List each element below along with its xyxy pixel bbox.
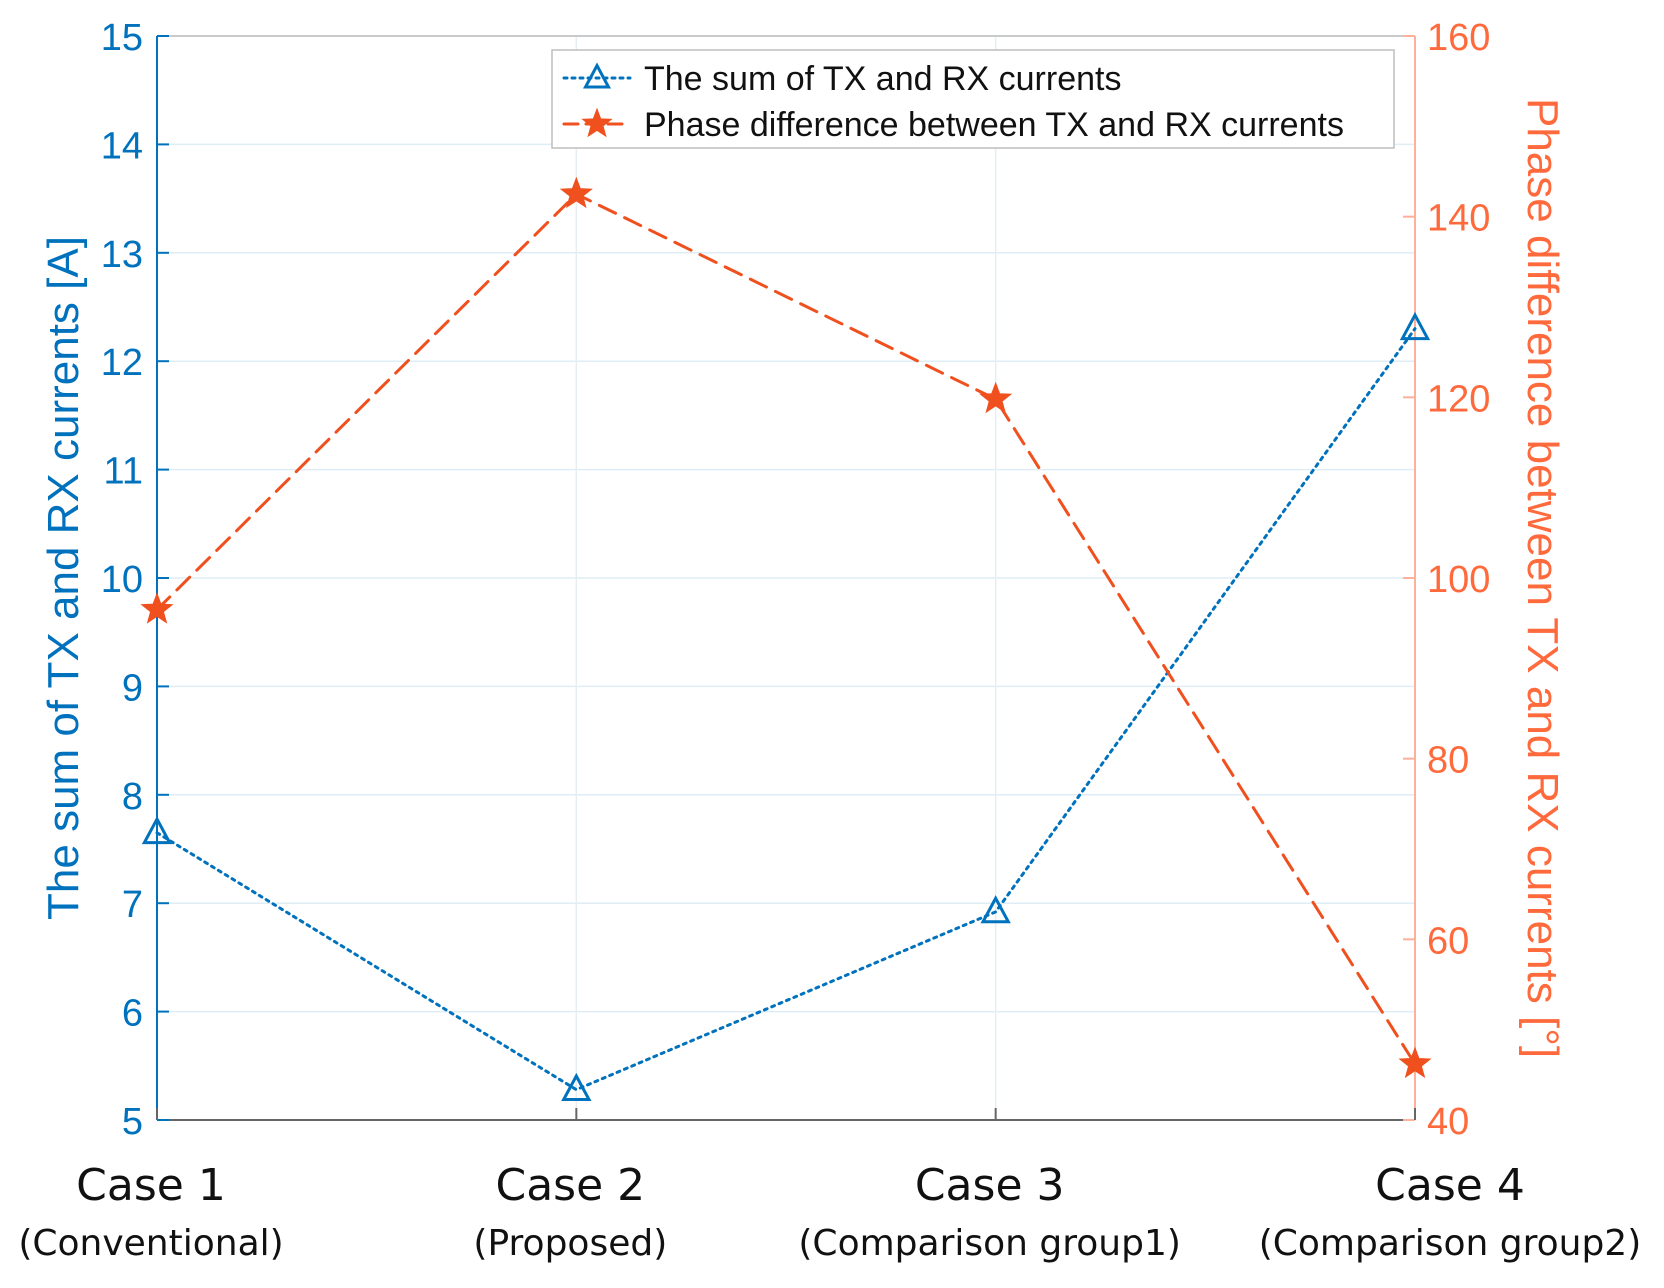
left-tick-label: 9	[122, 667, 143, 709]
x-category-label: Case 1	[76, 1160, 226, 1211]
x-category-label: Case 4	[1375, 1160, 1525, 1211]
phase-difference-line	[155, 192, 1417, 1066]
x-category-sublabel: (Proposed)	[473, 1223, 667, 1264]
left-tick-label: 14	[101, 125, 143, 167]
grid	[156, 35, 1416, 1121]
right-tick-label: 140	[1427, 198, 1490, 240]
left-tick-label: 5	[122, 1101, 143, 1143]
series-phase-difference	[140, 176, 1432, 1079]
right-axis-title: Phase difference between TX and RX curre…	[1518, 98, 1567, 1058]
left-tick-label: 15	[101, 17, 143, 59]
right-tick-label: 100	[1427, 559, 1490, 601]
left-tick-label: 6	[122, 993, 143, 1035]
triangle-marker	[561, 1072, 592, 1102]
x-category-label: Case 2	[495, 1160, 645, 1211]
series	[140, 176, 1432, 1102]
left-tick-label: 13	[101, 234, 143, 276]
right-tick-label: 120	[1427, 378, 1490, 420]
right-tick-label: 60	[1427, 920, 1469, 962]
series-sum-currents	[141, 311, 1431, 1102]
left-tick-label: 8	[122, 776, 143, 818]
legend: The sum of TX and RX currents Phase diffe…	[551, 49, 1395, 149]
legend-box	[551, 49, 1395, 149]
labels: 5 6 7 8 9 10 11 12 13 14 15 40 60 80 100 120 140 160 Case …	[18, 17, 1641, 1264]
triangle-marker	[582, 62, 612, 89]
x-category-sublabel: (Comparison group2)	[1259, 1223, 1642, 1264]
legend-entry-label: The sum of TX and RX currents	[644, 60, 1121, 98]
right-tick-label: 80	[1427, 740, 1469, 782]
legend-entry-label: Phase difference between TX and RX curre…	[644, 106, 1344, 144]
x-category-label: Case 3	[915, 1160, 1065, 1211]
left-tick-label: 12	[101, 342, 143, 384]
x-category-sublabel: (Conventional)	[18, 1223, 283, 1264]
star-marker	[140, 592, 174, 624]
x-category-sublabel: (Comparison group1)	[798, 1223, 1181, 1264]
left-tick-label: 7	[122, 884, 143, 926]
left-axis-title: The sum of TX and RX currents [A]	[39, 236, 88, 920]
triangle-marker	[141, 815, 173, 845]
right-tick-label: 40	[1427, 1101, 1469, 1143]
triangle-marker	[1399, 311, 1431, 341]
star-marker	[559, 176, 593, 209]
star-marker	[1398, 1046, 1432, 1079]
triangle-marker	[980, 895, 1011, 924]
left-tick-label: 10	[101, 559, 143, 601]
sum-currents-line	[155, 327, 1417, 1092]
star-marker	[979, 381, 1013, 414]
right-tick-label: 160	[1427, 17, 1490, 59]
left-tick-label: 11	[104, 451, 143, 493]
axes	[156, 35, 1416, 1121]
star-marker	[581, 107, 613, 138]
